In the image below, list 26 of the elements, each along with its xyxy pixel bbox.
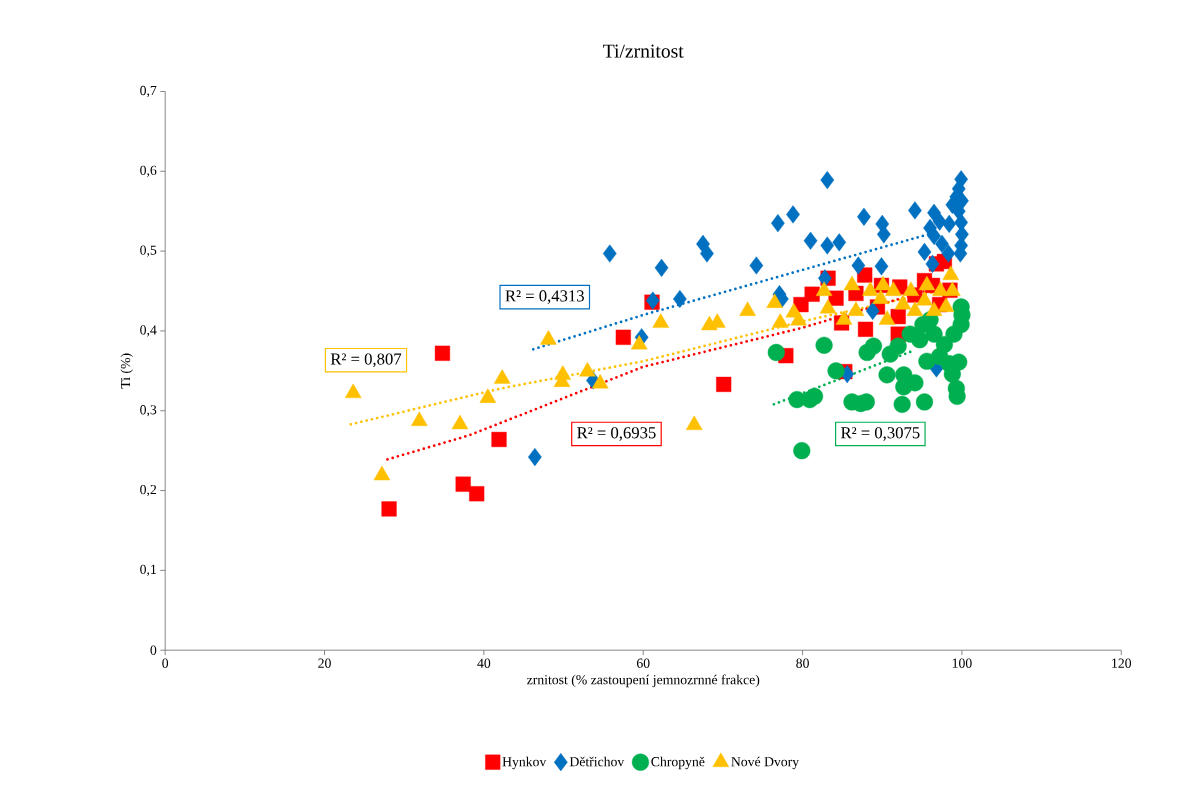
x-tick-label: 120: [1112, 658, 1132, 668]
y-tick-label: 0,1: [140, 564, 156, 577]
y-tick-label: 0,3: [140, 405, 157, 417]
legend-label: Hynkov: [502, 756, 547, 770]
annotation: R² = 0,4313: [505, 290, 584, 304]
x-tick-label: 40: [477, 658, 491, 668]
x-tick-label: 60: [636, 658, 650, 668]
y-tick-label: 0,4: [140, 325, 157, 337]
y-tick-label: 0,5: [140, 245, 157, 257]
annotation: R² = 0,6935: [577, 427, 656, 441]
y-tick-label: 0,2: [140, 484, 157, 497]
y-tick-label: 0: [150, 645, 157, 655]
x-tick-label: 100: [952, 658, 972, 668]
x-tick-label: 80: [796, 658, 809, 668]
x-axis-title: zrnitost (% zastoupení jemnozrnné frakce): [527, 674, 760, 688]
annotation: R² = 0,807: [330, 353, 402, 368]
x-tick-label: 0: [162, 658, 169, 668]
chart-title: Ti/zrnitost: [603, 44, 684, 58]
y-tick-label: 0,6: [140, 165, 157, 177]
x-tick-label: 20: [318, 658, 331, 668]
legend-label: Nové Dvory: [731, 756, 800, 770]
y-axis-title: Ti (%): [120, 353, 133, 389]
y-tick-label: 0,7: [140, 85, 157, 98]
legend-label: Chropyně: [651, 756, 705, 770]
legend-label: Dětřichov: [569, 756, 625, 767]
annotation: R² = 0,3075: [841, 427, 920, 441]
